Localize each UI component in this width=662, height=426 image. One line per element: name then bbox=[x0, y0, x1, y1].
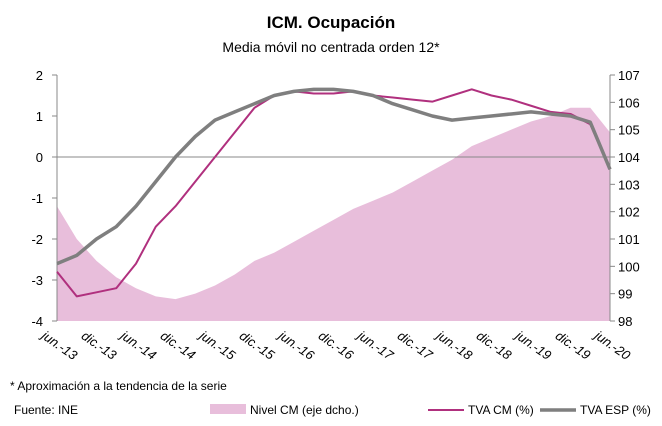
x-tick-label: dic.-15 bbox=[237, 328, 278, 363]
x-tick-label: dic.-13 bbox=[79, 328, 120, 363]
y-tick-label: 2 bbox=[36, 68, 43, 83]
footnote: * Aproximación a la tendencia de la seri… bbox=[10, 379, 227, 393]
x-tick-label: jun.-14 bbox=[116, 327, 159, 363]
chart-subtitle: Media móvil no centrada orden 12* bbox=[222, 39, 440, 55]
y-tick-label: -1 bbox=[31, 191, 43, 206]
y2-tick-label: 98 bbox=[618, 314, 632, 329]
legend-label: TVA ESP (%) bbox=[580, 403, 651, 417]
y2-tick-label: 100 bbox=[618, 259, 640, 274]
y2-tick-label: 104 bbox=[618, 150, 640, 165]
chart-title: ICM. Ocupación bbox=[267, 13, 395, 32]
y2-tick-label: 101 bbox=[618, 232, 640, 247]
x-tick-label: jun.-17 bbox=[353, 327, 396, 364]
y2-tick-label: 107 bbox=[618, 68, 640, 83]
line bbox=[56, 87, 612, 266]
x-tick-label: jun.-19 bbox=[511, 327, 554, 363]
x-tick-label: jun.-15 bbox=[195, 327, 238, 364]
y-tick-label: -4 bbox=[31, 314, 43, 329]
y2-tick-label: 102 bbox=[618, 205, 640, 220]
x-tick-label: jun.-13 bbox=[37, 327, 80, 364]
line bbox=[56, 88, 611, 298]
x-tick-label: dic.-16 bbox=[316, 328, 357, 363]
x-tick-label: dic.-18 bbox=[474, 328, 515, 363]
x-tick-label: dic.-19 bbox=[553, 328, 594, 363]
y-tick-label: -3 bbox=[31, 273, 43, 288]
x-tick-label: jun.-16 bbox=[274, 327, 317, 364]
x-tick-label: dic.-17 bbox=[395, 328, 436, 363]
legend-label: TVA CM (%) bbox=[468, 403, 534, 417]
y-tick-label: 1 bbox=[36, 109, 43, 124]
source: Fuente: INE bbox=[14, 403, 78, 417]
area bbox=[57, 107, 610, 321]
y2-tick-label: 106 bbox=[618, 95, 640, 110]
legend-swatch bbox=[210, 404, 246, 414]
y2-tick-label: 99 bbox=[618, 287, 632, 302]
x-tick-label: jun.-20 bbox=[590, 327, 633, 364]
legend-label: Nivel CM (eje dcho.) bbox=[250, 403, 359, 417]
y2-tick-label: 105 bbox=[618, 123, 640, 138]
x-tick-label: jun.-18 bbox=[432, 327, 475, 364]
y-tick-label: 0 bbox=[36, 150, 43, 165]
y-tick-label: -2 bbox=[31, 232, 43, 247]
x-tick-label: dic.-14 bbox=[158, 328, 199, 363]
y2-tick-label: 103 bbox=[618, 177, 640, 192]
